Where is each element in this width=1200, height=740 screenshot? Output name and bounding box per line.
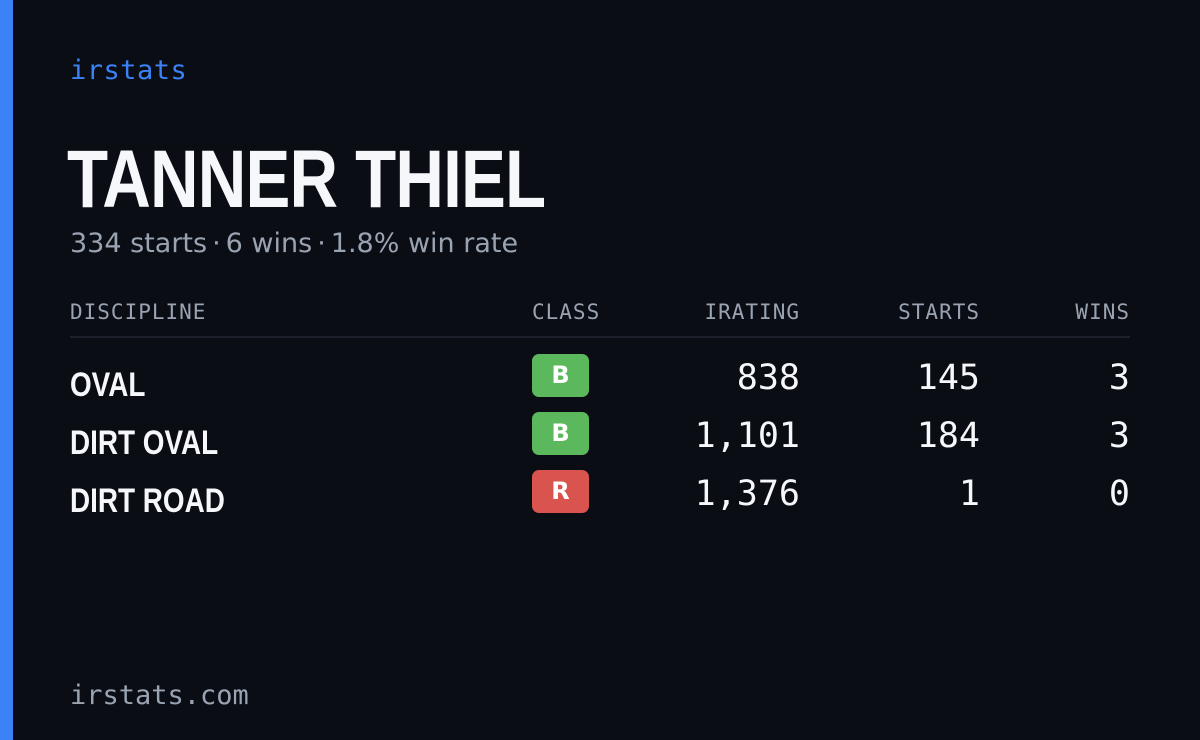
discipline-table: DISCIPLINE CLASS IRATING STARTS WINS OVA…	[70, 296, 1130, 528]
table-row: OVAL B 838 145 3	[70, 354, 1130, 412]
irating-value: 1,101	[694, 416, 800, 456]
irating-value: 1,376	[694, 474, 800, 514]
accent-bar	[0, 0, 13, 740]
header-discipline: DISCIPLINE	[70, 300, 207, 324]
header-irating: IRATING	[704, 300, 800, 324]
summary-wins: 6 wins	[225, 228, 313, 259]
wins-value: 0	[1108, 474, 1130, 514]
header-class: CLASS	[532, 300, 601, 324]
brand-logo: irstats	[70, 55, 188, 86]
class-badge: B	[532, 354, 589, 397]
footer-url: irstats.com	[70, 680, 249, 711]
class-badge: R	[532, 470, 589, 513]
header-wins: WINS	[1075, 300, 1130, 324]
discipline-name: DIRT OVAL	[70, 424, 219, 462]
summary-win-rate: 1.8% win rate	[330, 228, 519, 259]
table-row: DIRT OVAL B 1,101 184 3	[70, 412, 1130, 470]
starts-value: 145	[916, 358, 980, 398]
driver-summary: 334 starts · 6 wins · 1.8% win rate	[70, 228, 518, 259]
wins-value: 3	[1108, 358, 1130, 398]
table-header: DISCIPLINE CLASS IRATING STARTS WINS	[70, 296, 1130, 338]
class-badge: B	[532, 412, 589, 455]
table-row: DIRT ROAD R 1,376 1 0	[70, 470, 1130, 528]
summary-separator: ·	[317, 228, 326, 259]
table-body: OVAL B 838 145 3 DIRT OVAL B 1,101 184 3…	[70, 338, 1130, 528]
discipline-name: DIRT ROAD	[70, 482, 225, 520]
starts-value: 184	[916, 416, 980, 456]
discipline-name: OVAL	[70, 366, 146, 404]
starts-value: 1	[958, 474, 980, 514]
driver-name: TANNER THIEL	[67, 134, 546, 225]
summary-starts: 334 starts	[70, 228, 208, 259]
header-starts: STARTS	[898, 300, 980, 324]
wins-value: 3	[1108, 416, 1130, 456]
irating-value: 838	[736, 358, 800, 398]
summary-separator: ·	[212, 228, 221, 259]
